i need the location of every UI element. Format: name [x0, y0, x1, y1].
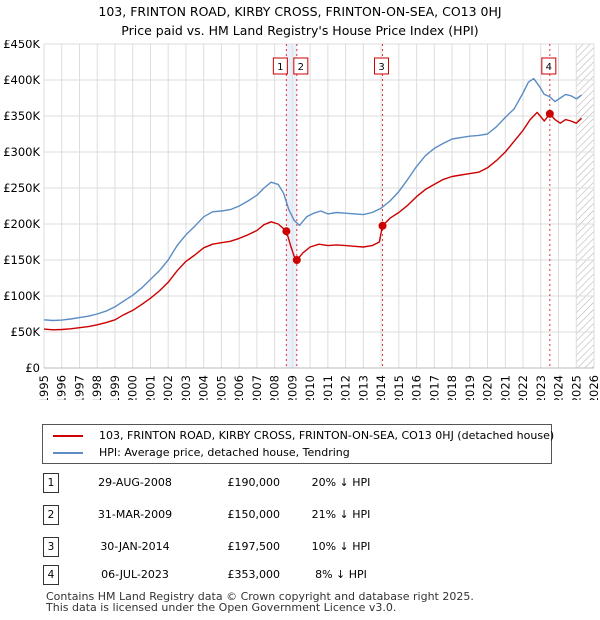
chart-title-line2: Price paid vs. HM Land Registry's House … [121, 23, 479, 38]
x-tick-label: 1999 [108, 375, 122, 400]
x-tick-label: 2020 [481, 375, 495, 400]
x-tick-label: 2005 [214, 375, 228, 400]
x-tick-label: 1995 [37, 375, 51, 400]
x-tick-label: 2023 [534, 375, 548, 400]
x-tick-label: 2024 [552, 375, 566, 400]
x-tick-label: 2022 [516, 375, 530, 400]
transaction-date: 30-JAN-2014 [100, 540, 170, 553]
footer-line2: This data is licensed under the Open Gov… [46, 601, 397, 614]
y-tick-label: £350K [3, 109, 40, 123]
legend-label-property: 103, FRINTON ROAD, KIRBY CROSS, FRINTON-… [99, 429, 555, 442]
transaction-price: £353,000 [227, 568, 281, 581]
x-tick-label: 2017 [427, 375, 441, 400]
x-tick-label: 2014 [374, 375, 388, 400]
y-tick-label: £100K [3, 289, 40, 303]
transaction-hpi-diff: 21% ↓ HPI [311, 508, 371, 521]
x-tick-label: 2018 [445, 375, 459, 400]
transaction-row: 4 06-JUL-2023 £353,000 8% ↓ HPI [0, 565, 600, 585]
y-tick-label: £400K [3, 73, 40, 87]
y-tick-label: £300K [3, 145, 40, 159]
transaction-price: £190,000 [227, 476, 281, 489]
transaction-number: 1 [43, 473, 59, 493]
transaction-label: 4 [546, 62, 552, 73]
x-tick-label: 2016 [410, 375, 424, 400]
price-chart: 1 2 3 4 £0 £50K £100K £150K £200K £250K £300K £350K… [3, 40, 600, 400]
x-tick-label: 2002 [161, 375, 175, 400]
y-tick-label: £450K [3, 40, 40, 51]
hpi-series-line [43, 77, 582, 322]
x-tick-label: 2025 [569, 375, 583, 400]
transaction-date: 31-MAR-2009 [97, 508, 173, 521]
legend-swatch-property [53, 435, 83, 437]
transaction-point [378, 221, 387, 230]
x-tick-label: 1998 [90, 375, 104, 400]
transaction-hpi-diff: 10% ↓ HPI [311, 540, 371, 553]
x-tick-label: 2021 [498, 375, 512, 400]
y-tick-label: £50K [11, 325, 41, 339]
transaction-point [545, 109, 554, 118]
x-tick-label: 2015 [392, 375, 406, 400]
transaction-date: 06-JUL-2023 [101, 568, 169, 581]
transaction-number: 4 [43, 565, 59, 585]
transaction-label: 1 [277, 62, 283, 73]
x-tick-label: 2012 [339, 375, 353, 400]
transaction-number: 3 [43, 537, 59, 557]
x-tick-label: 2001 [143, 375, 157, 400]
legend-label-hpi: HPI: Average price, detached house, Tend… [99, 446, 350, 459]
x-tick-label: 2007 [250, 375, 264, 400]
chart-title: 103, FRINTON ROAD, KIRBY CROSS, FRINTON-… [0, 2, 600, 40]
transaction-label-box [272, 57, 288, 75]
x-tick-label: 2009 [285, 375, 299, 400]
chart-title-line1: 103, FRINTON ROAD, KIRBY CROSS, FRINTON-… [98, 4, 502, 19]
x-tick-label: 2010 [303, 375, 317, 400]
transaction-label: 3 [378, 62, 384, 73]
transaction-price: £197,500 [227, 540, 281, 553]
x-tick-label: 1997 [72, 375, 86, 400]
plot-area [44, 44, 594, 368]
transaction-row: 2 31-MAR-2009 £150,000 21% ↓ HPI [0, 505, 600, 525]
y-tick-label: £200K [3, 217, 40, 231]
transaction-hpi-diff: 20% ↓ HPI [311, 476, 371, 489]
transaction-row: 1 29-AUG-2008 £190,000 20% ↓ HPI [0, 473, 600, 493]
legend: 103, FRINTON ROAD, KIRBY CROSS, FRINTON-… [42, 424, 555, 464]
x-tick-label: 2000 [126, 375, 140, 400]
x-tick-label: 2026 [587, 375, 600, 400]
transaction-point [282, 227, 291, 236]
x-tick-label: 2006 [232, 375, 246, 400]
forecast-hatch-region [576, 44, 594, 368]
property-series-line [43, 111, 583, 331]
x-tick-label: 1996 [55, 375, 69, 400]
y-tick-label: £150K [3, 253, 40, 267]
transaction-label: 2 [298, 62, 304, 73]
transaction-band [286, 44, 297, 368]
transaction-price: £150,000 [227, 508, 281, 521]
transaction-label-box [541, 57, 557, 75]
x-tick-label: 2011 [321, 375, 335, 400]
footer-attribution: Contains HM Land Registry data © Crown c… [46, 591, 474, 613]
transaction-number: 2 [43, 505, 59, 525]
x-tick-label: 2008 [268, 375, 282, 400]
x-tick-label: 2019 [463, 375, 477, 400]
footer-line1: Contains HM Land Registry data © Crown c… [46, 590, 474, 603]
transaction-hpi-diff: 8% ↓ HPI [315, 568, 367, 581]
legend-swatch-hpi [53, 452, 83, 454]
x-tick-label: 2013 [356, 375, 370, 400]
transaction-label-box [293, 57, 309, 75]
transaction-point [292, 256, 301, 264]
y-tick-label: £0 [25, 361, 40, 375]
transaction-label-box [374, 57, 390, 75]
transaction-row: 3 30-JAN-2014 £197,500 10% ↓ HPI [0, 537, 600, 557]
x-tick-label: 2004 [197, 375, 211, 400]
transaction-date: 29-AUG-2008 [98, 476, 172, 489]
x-tick-label: 2003 [179, 375, 193, 400]
y-tick-label: £250K [3, 181, 40, 195]
